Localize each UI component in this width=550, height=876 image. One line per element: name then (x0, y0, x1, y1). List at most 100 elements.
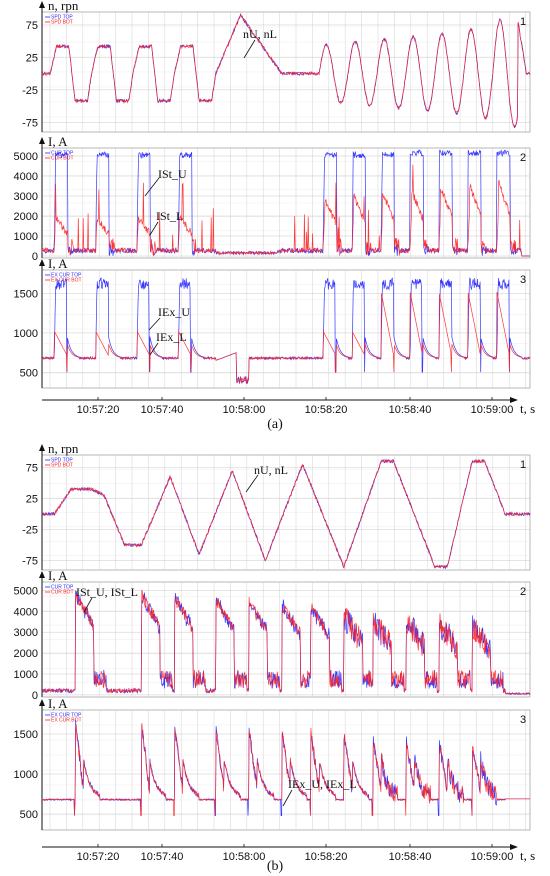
y-axis-label: n, rpn (48, 0, 79, 13)
x-tick-label: 10:59:00 (471, 851, 514, 863)
x-axis-label: t, s (520, 848, 535, 863)
leader-line (83, 597, 93, 613)
annotation-label: nU, nL (243, 27, 277, 41)
y-tick-label: 2000 (14, 648, 38, 660)
legend-label-top: SPD TOP (51, 15, 73, 21)
x-tick-label: 10:58:20 (305, 404, 348, 416)
x-axis-arrow (510, 397, 518, 403)
y-axis-arrow (39, 571, 45, 578)
y-tick-label: -25 (22, 525, 38, 537)
x-axis-label: t, s (520, 401, 535, 416)
y-tick-label: -75 (22, 117, 38, 129)
x-tick-label: 10:59:00 (471, 404, 514, 416)
y-axis-label: I, A (48, 256, 68, 271)
annotation-label: ISt_U (158, 167, 187, 181)
x-tick-label: 10:58:40 (389, 404, 432, 416)
y-axis-arrow (39, 699, 45, 706)
legend-label-bot: EX CUR BOT (51, 718, 82, 724)
annotation-label: nU, nL (254, 463, 288, 477)
panel-number: 3 (520, 274, 526, 286)
y-axis-label: I, A (48, 568, 68, 583)
x-axis: 10:57:20 10:57:40 10:58:00 10:58:20 10:58:40… (42, 397, 535, 416)
y-axis-label: I, A (48, 696, 68, 711)
y-tick-label: -25 (22, 85, 38, 97)
legend-label-top: CUR TOP (51, 585, 74, 591)
x-tick-label: 10:57:20 (77, 404, 120, 416)
x-tick-label: 10:58:00 (223, 851, 266, 863)
y-axis-arrow (39, 444, 45, 451)
annotation-label: IEx_U, IEx_L (288, 777, 357, 791)
figure-caption: (a) (267, 417, 283, 432)
figure-caption: (b) (267, 859, 284, 874)
y-tick-label: 1000 (14, 769, 38, 781)
panel-number: 3 (520, 714, 526, 726)
y-axis-arrow (39, 259, 45, 266)
panel-number: 2 (520, 586, 526, 598)
y-tick-label: 1000 (14, 328, 38, 340)
series-lower (41, 458, 531, 570)
y-tick-label: 75 (26, 462, 38, 474)
x-axis: 10:57:20 10:57:40 10:58:00 10:58:20 10:58:40… (42, 844, 535, 863)
y-tick-label: 75 (26, 20, 38, 32)
y-tick-label: 25 (26, 494, 38, 506)
y-axis-arrow (39, 1, 45, 8)
leader-line (144, 177, 160, 197)
y-tick-label: 1000 (14, 231, 38, 243)
annotation: IEx_U IEx_L (148, 305, 190, 356)
panel-number: 1 (520, 16, 526, 28)
annotation-label-2: ISt_L (156, 209, 183, 223)
legend-label-top: EX CUR TOP (51, 713, 82, 719)
panel-number: 2 (520, 152, 526, 164)
series-upper (41, 277, 531, 384)
y-tick-label: 4000 (14, 606, 38, 618)
y-axis-arrow (39, 137, 45, 144)
leader-line (149, 221, 159, 236)
legend-label-bot: CUR BOT (51, 156, 74, 162)
leader-line (282, 789, 293, 807)
x-tick-label: 10:58:40 (389, 851, 432, 863)
y-tick-label: 1000 (14, 669, 38, 681)
panel-number: 1 (520, 459, 526, 471)
series-lower (41, 292, 531, 384)
leader-line (243, 39, 256, 59)
y-tick-label: 1500 (14, 729, 38, 741)
leader-line (245, 474, 259, 493)
y-tick-label: 500 (20, 367, 38, 379)
leader-line (149, 342, 159, 356)
x-tick-label: 10:57:20 (77, 851, 120, 863)
annotation: nU, nL (245, 463, 288, 493)
x-tick-label: 10:57:40 (141, 851, 184, 863)
series-lower (41, 723, 530, 816)
y-tick-label: -75 (22, 556, 38, 568)
x-tick-label: 10:57:40 (141, 404, 184, 416)
x-axis-arrow (510, 844, 518, 850)
annotation-label: ISt_U, ISt_L (76, 585, 138, 599)
y-tick-label: 5000 (14, 151, 38, 163)
x-tick-label: 10:58:20 (305, 851, 348, 863)
annotation-label: IEx_U (158, 305, 190, 319)
y-tick-label: 0 (32, 690, 38, 702)
y-tick-label: 4000 (14, 171, 38, 183)
annotation: ISt_U, ISt_L (76, 585, 138, 613)
leader-line (148, 317, 161, 331)
series-lower (41, 589, 531, 695)
annotation: ISt_U ISt_L (144, 167, 187, 236)
y-axis-label: I, A (48, 134, 68, 149)
annotation: IEx_U, IEx_L (282, 777, 357, 807)
legend-label-bot: CUR BOT (51, 590, 74, 596)
series-lower (41, 164, 530, 257)
legend-label-bot: SPD BOT (51, 463, 73, 469)
y-tick-label: 2000 (14, 211, 38, 223)
